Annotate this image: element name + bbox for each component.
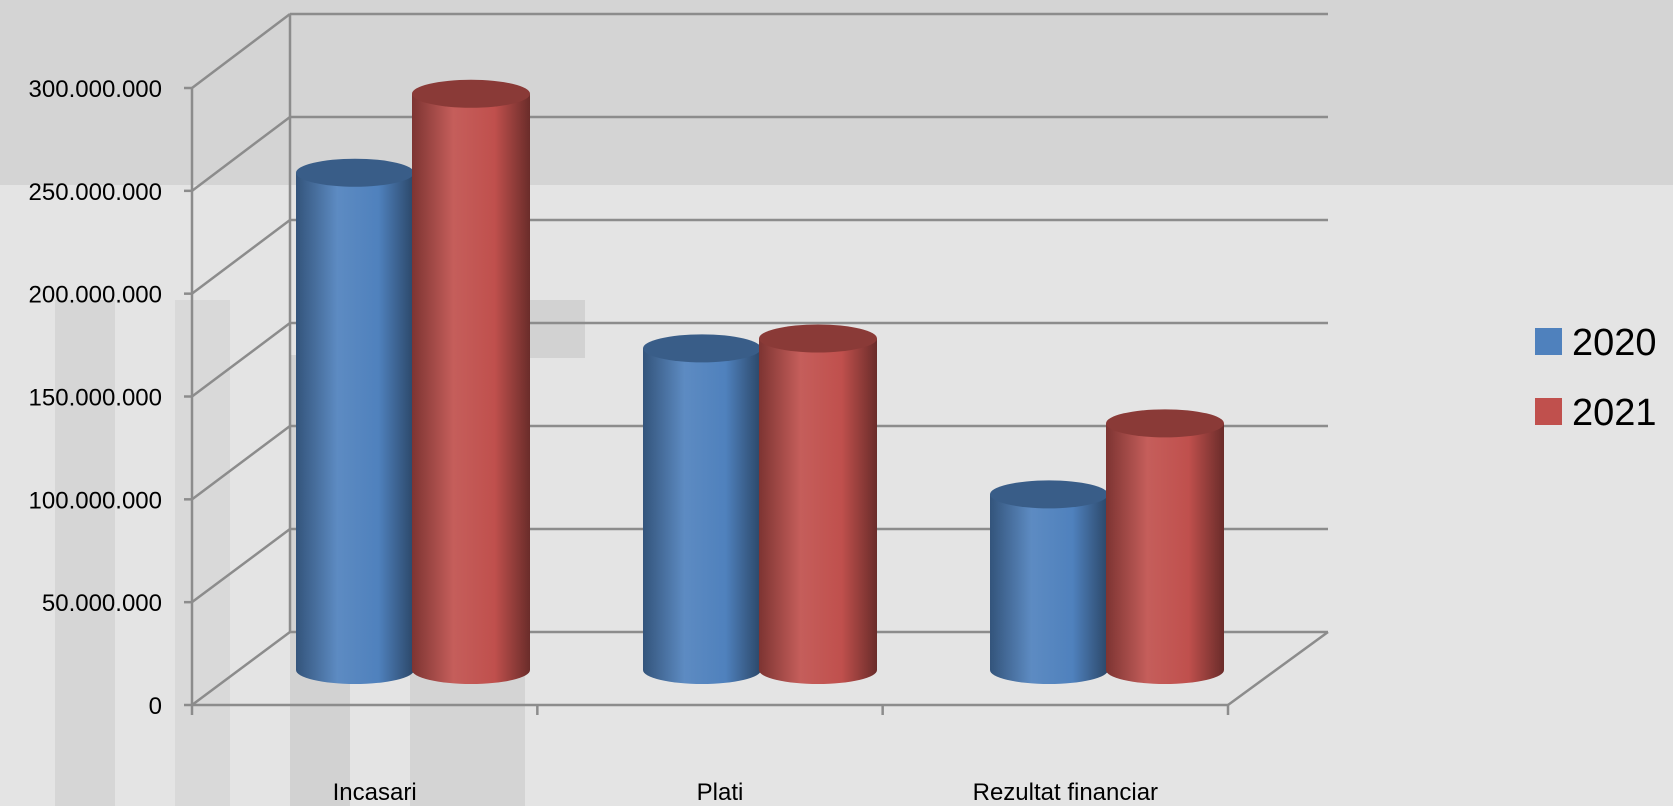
legend-item-2021: 2021 [1535, 392, 1657, 434]
bar-body [296, 172, 414, 684]
decor-stripe [525, 300, 585, 358]
bar-body [412, 93, 530, 684]
bar-body [1106, 423, 1224, 684]
bar-2021-plati [759, 324, 877, 684]
bar-2021-rezultat-financiar [1106, 409, 1224, 684]
y-tick-label: 250.000.000 [29, 179, 162, 206]
bar-2020-rezultat-financiar [990, 480, 1108, 684]
floor-edge [1227, 630, 1329, 707]
legend-swatch [1535, 398, 1562, 425]
x-tick-label: Rezultat financiar [973, 779, 1158, 806]
bar-top [643, 334, 761, 363]
bar-body [643, 348, 761, 684]
bar-top [296, 158, 414, 187]
gridline-side [191, 322, 291, 398]
gridline-side [191, 527, 291, 604]
decor-stripe [55, 300, 115, 806]
x-tick-label: Incasari [333, 779, 417, 806]
legend: 2020 2021 [1535, 322, 1657, 434]
bar-body [759, 338, 877, 684]
axis-labels: 0 50.000.000 100.000.000 150.000.000 200.000… [29, 76, 1159, 806]
gridline-side [191, 116, 291, 192]
y-tick-label: 100.000.000 [29, 487, 162, 514]
gridline-side [191, 219, 291, 295]
legend-item-2020: 2020 [1535, 322, 1657, 364]
y-tick-label: 50.000.000 [42, 590, 162, 617]
bar-body [990, 494, 1108, 684]
y-tick-label: 0 [149, 693, 162, 720]
legend-swatch [1535, 328, 1562, 355]
bar-2021-incasari [412, 79, 530, 684]
x-tick-label: Plati [697, 779, 744, 806]
bar-top [1106, 409, 1224, 438]
legend-label: 2021 [1572, 392, 1657, 434]
bar-top [412, 79, 530, 108]
legend-label: 2020 [1572, 322, 1657, 364]
bar-2020-incasari [296, 158, 414, 684]
bar-top [759, 324, 877, 353]
y-tick-label: 200.000.000 [29, 282, 162, 309]
gridline-side [191, 13, 291, 89]
y-tick-label: 300.000.000 [29, 76, 162, 103]
gridline-side [191, 630, 291, 707]
bars [296, 79, 1224, 684]
bar-top [990, 480, 1108, 509]
top-band [0, 0, 1673, 185]
gridline-side [191, 424, 291, 501]
decor-stripe [175, 300, 230, 806]
y-tick-label: 150.000.000 [29, 385, 162, 412]
bar-2020-plati [643, 334, 761, 684]
